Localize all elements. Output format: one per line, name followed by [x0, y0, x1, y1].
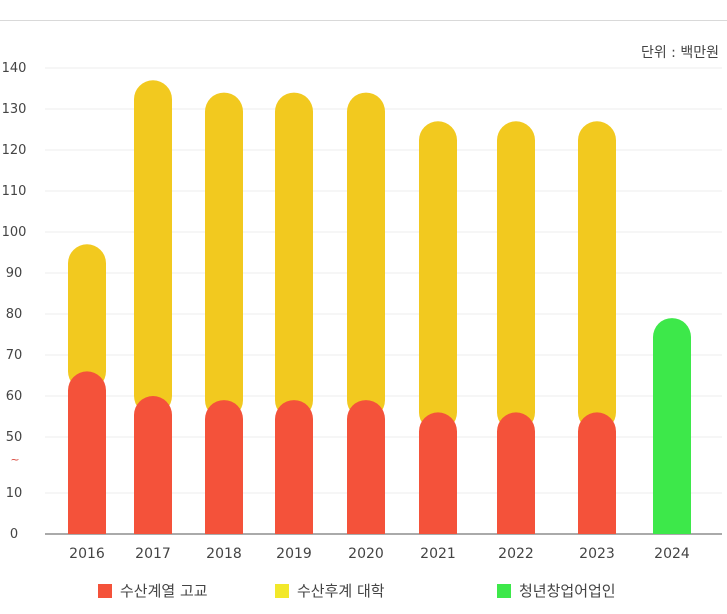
bar-segment [134, 80, 172, 416]
bar-segment-cap [275, 400, 313, 534]
legend-item-university: 수산후계 대학 [275, 580, 385, 601]
bar-segment-cap [419, 412, 457, 534]
bar-segment-base [653, 515, 691, 534]
bar-segment-cap [347, 92, 385, 420]
bar-segment [134, 396, 172, 534]
bar-segment [578, 121, 616, 432]
y-tick-label: 140 [2, 61, 27, 76]
y-tick-label: 60 [6, 389, 23, 404]
bar-segment-cap [275, 92, 313, 420]
bar-segment-cap [578, 121, 616, 432]
bar-segment [275, 400, 313, 534]
bar-segment-base [347, 515, 385, 534]
bar-segment [275, 92, 313, 420]
y-tick-label: 10 [6, 486, 23, 501]
y-tick-label: 0 [10, 527, 18, 542]
bar-segment-cap [497, 412, 535, 534]
bar-segment-cap [134, 80, 172, 416]
bar-segment [205, 92, 243, 420]
bar-segment-cap [205, 92, 243, 420]
bar-segment-cap [578, 412, 616, 534]
bar-segment-base [68, 515, 106, 534]
y-tick-label: 50 [6, 430, 23, 445]
top-divider [0, 20, 727, 21]
x-tick-label: 2020 [348, 546, 384, 562]
bar-segment-base [419, 515, 457, 534]
bar-segment-base [205, 515, 243, 534]
bar-segment [578, 412, 616, 534]
x-tick-label: 2024 [654, 546, 690, 562]
bar-segment [68, 371, 106, 534]
bar-segment [497, 412, 535, 534]
bar-segment-cap [653, 318, 691, 534]
bar-segment-cap [68, 244, 106, 391]
x-tick-label: 2021 [420, 546, 456, 562]
legend-label-high-school: 수산계열 고교 [120, 582, 208, 600]
stacked-bar-chart: 0 10 ~50 60 70 80 90 100 110 120 130 140 2016 2017 201… [2, 61, 722, 562]
bar-segment [497, 121, 535, 432]
y-tick-label: 70 [6, 348, 23, 363]
bar-segment-base [275, 515, 313, 534]
y-tick-label: 80 [6, 307, 23, 322]
y-tick-label: 130 [2, 102, 27, 117]
bar-segment-base [134, 515, 172, 534]
y-tick-label: 100 [2, 225, 27, 240]
bar-segment [419, 412, 457, 534]
legend-label-youth-fishers: 청년창업어업인 [519, 582, 616, 600]
legend-swatch-youth-fishers [497, 583, 511, 598]
bar-segment-cap [419, 121, 457, 432]
bar-segment-cap [347, 400, 385, 534]
bar-segment-cap [205, 400, 243, 534]
x-tick-label: 2022 [498, 546, 534, 562]
y-tick-label: 120 [2, 143, 27, 158]
y-axis-break-mark: ~ [10, 453, 19, 466]
legend-item-high-school: 수산계열 고교 [98, 580, 208, 601]
legend-label-university: 수산후계 대학 [297, 582, 385, 600]
y-tick-label: 90 [6, 266, 23, 281]
bar-segment-base [578, 515, 616, 534]
bar-segment [205, 400, 243, 534]
bar-segment [347, 92, 385, 420]
x-tick-label: 2016 [69, 546, 105, 562]
bar-segment-cap [134, 396, 172, 534]
x-tick-label: 2018 [206, 546, 242, 562]
x-tick-label: 2017 [135, 546, 171, 562]
legend-swatch-university [275, 583, 289, 598]
bar-segment-cap [497, 121, 535, 432]
chart-legend: 수산계열 고교 수산후계 대학 청년창업어업인 [0, 580, 727, 602]
bar-segment-base [497, 515, 535, 534]
x-tick-label: 2019 [276, 546, 312, 562]
bar-segment [68, 244, 106, 391]
y-tick-label: 110 [2, 184, 27, 199]
x-tick-label: 2023 [579, 546, 615, 562]
unit-label: 단위 : 백만원 [640, 45, 719, 61]
legend-item-youth-fishers: 청년창업어업인 [497, 580, 616, 601]
bar-segment [419, 121, 457, 432]
legend-swatch-high-school [98, 583, 112, 598]
bar-segment-cap [68, 371, 106, 534]
bar-segment [347, 400, 385, 534]
bar-segment [653, 318, 691, 534]
